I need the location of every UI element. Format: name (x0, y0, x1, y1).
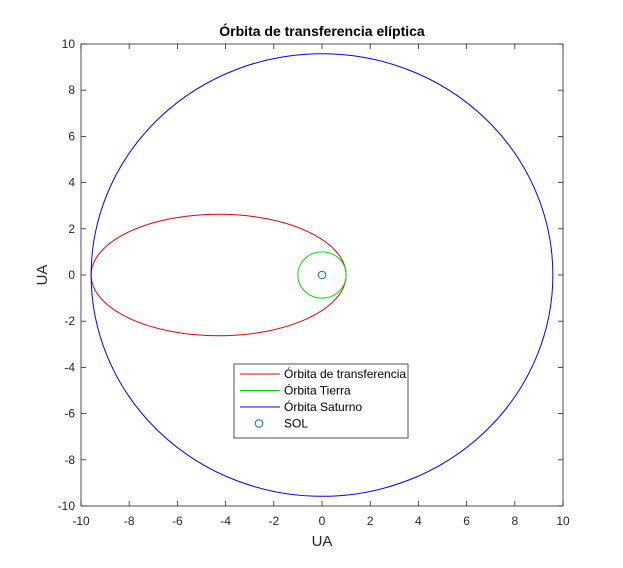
y-tick-label: 6 (68, 129, 75, 143)
legend-marker-sun (254, 419, 264, 428)
y-tick-label: 8 (68, 83, 75, 97)
x-tick-label: 0 (319, 514, 326, 528)
x-tick-label: -4 (220, 514, 231, 528)
y-tick-label: -10 (58, 499, 76, 513)
x-tick-label: -8 (124, 514, 135, 528)
x-tick-label: 6 (463, 514, 470, 528)
x-tick-label: 10 (556, 514, 570, 528)
sun-marker (317, 270, 327, 280)
x-tick-label: 2 (367, 514, 374, 528)
x-tick-label: -10 (72, 514, 90, 528)
legend-box (233, 363, 409, 439)
legend-item-earth: Órbita Tierra (284, 383, 351, 398)
legend: Órbita de transferencia Órbita TierraÓrbi… (233, 363, 409, 439)
series-earth-orbit (297, 251, 347, 299)
y-tick-label: 0 (68, 268, 75, 282)
y-tick-label: 2 (68, 222, 75, 236)
y-tick-label: 10 (62, 37, 76, 51)
chart-title: Órbita de transferencia elíptica (219, 22, 425, 39)
series-layer (90, 53, 554, 497)
x-tick-label: -6 (172, 514, 183, 528)
y-tick-label: -2 (64, 314, 75, 328)
legend-item-sun: SOL (284, 417, 308, 431)
series-saturn-orbit (90, 53, 554, 497)
y-axis-label: UA (34, 265, 51, 286)
legend-item-saturn: Órbita Saturno (284, 399, 362, 414)
y-tick-label: 4 (68, 176, 75, 190)
x-tick-label: 8 (511, 514, 518, 528)
x-tick-label: 4 (415, 514, 422, 528)
y-tick-label: -8 (64, 453, 75, 467)
x-axis-ticks: -10 -8 -6 -4 -2 0 2 4 6 8 10 (72, 44, 570, 528)
y-tick-label: -6 (64, 407, 75, 421)
legend-item-transfer: Órbita de transferencia (284, 366, 406, 381)
y-tick-label: -4 (64, 360, 75, 374)
x-tick-label: -2 (268, 514, 279, 528)
x-axis-label: UA (312, 533, 333, 550)
y-axis-ticks: -10 -8 -6 -4 -2 0 2 4 6 8 10 (58, 37, 563, 513)
